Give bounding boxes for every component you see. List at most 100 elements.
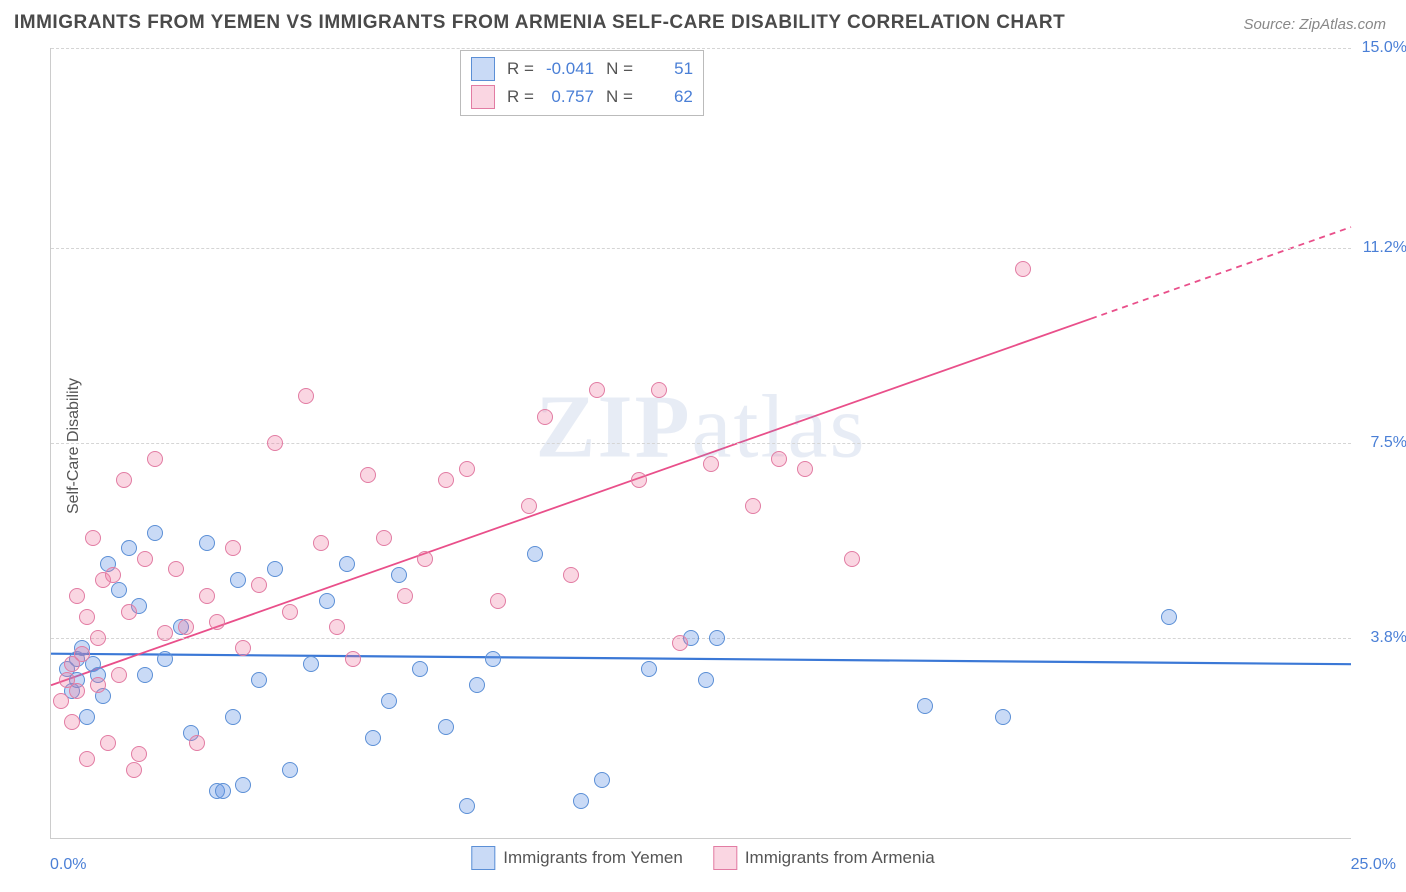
data-point [251, 577, 267, 593]
data-point [563, 567, 579, 583]
data-point [168, 561, 184, 577]
data-point [215, 783, 231, 799]
data-point [771, 451, 787, 467]
data-point [313, 535, 329, 551]
data-point [209, 614, 225, 630]
data-point [69, 683, 85, 699]
gridline [51, 443, 1351, 444]
series-swatch [471, 846, 495, 870]
series-swatch [471, 85, 495, 109]
series-name: Immigrants from Armenia [745, 848, 935, 868]
data-point [199, 588, 215, 604]
data-point [745, 498, 761, 514]
data-point [137, 551, 153, 567]
data-point [319, 593, 335, 609]
data-point [703, 456, 719, 472]
data-point [1015, 261, 1031, 277]
data-point [844, 551, 860, 567]
data-point [53, 693, 69, 709]
data-point [116, 472, 132, 488]
data-point [225, 709, 241, 725]
y-tick-label: 3.8% [1357, 629, 1406, 647]
data-point [189, 735, 205, 751]
data-point [251, 672, 267, 688]
y-tick-label: 7.5% [1357, 434, 1406, 452]
legend-item: Immigrants from Armenia [713, 846, 935, 870]
data-point [329, 619, 345, 635]
data-point [381, 693, 397, 709]
data-point [573, 793, 589, 809]
data-point [100, 735, 116, 751]
data-point [235, 640, 251, 656]
series-swatch [471, 57, 495, 81]
y-tick-label: 15.0% [1357, 39, 1406, 57]
data-point [631, 472, 647, 488]
data-point [651, 382, 667, 398]
data-point [157, 625, 173, 641]
data-point [698, 672, 714, 688]
data-point [199, 535, 215, 551]
data-point [995, 709, 1011, 725]
data-point [157, 651, 173, 667]
data-point [345, 651, 361, 667]
data-point [126, 762, 142, 778]
r-label: R = [507, 59, 534, 79]
n-value: 51 [645, 59, 693, 79]
data-point [365, 730, 381, 746]
data-point [121, 604, 137, 620]
data-point [267, 561, 283, 577]
x-axis-origin: 0.0% [50, 856, 86, 874]
data-point [147, 525, 163, 541]
data-point [147, 451, 163, 467]
n-label: N = [606, 59, 633, 79]
data-point [90, 677, 106, 693]
correlation-legend: R = -0.041 N = 51 R = 0.757 N = 62 [460, 50, 704, 116]
data-point [521, 498, 537, 514]
data-point [459, 461, 475, 477]
data-point [69, 588, 85, 604]
trend-line-extrapolated [1091, 227, 1351, 319]
data-point [298, 388, 314, 404]
data-point [459, 798, 475, 814]
data-point [490, 593, 506, 609]
data-point [797, 461, 813, 477]
data-point [79, 609, 95, 625]
data-point [376, 530, 392, 546]
data-point [641, 661, 657, 677]
data-point [74, 646, 90, 662]
n-label: N = [606, 87, 633, 107]
r-value: 0.757 [546, 87, 594, 107]
data-point [594, 772, 610, 788]
data-point [79, 709, 95, 725]
chart-title: IMMIGRANTS FROM YEMEN VS IMMIGRANTS FROM… [14, 12, 1065, 34]
data-point [537, 409, 553, 425]
gridline [51, 248, 1351, 249]
data-point [709, 630, 725, 646]
legend-item: Immigrants from Yemen [471, 846, 683, 870]
data-point [438, 719, 454, 735]
data-point [438, 472, 454, 488]
data-point [111, 582, 127, 598]
r-value: -0.041 [546, 59, 594, 79]
data-point [485, 651, 501, 667]
data-point [339, 556, 355, 572]
series-swatch [713, 846, 737, 870]
data-point [282, 604, 298, 620]
data-point [391, 567, 407, 583]
data-point [527, 546, 543, 562]
data-point [235, 777, 251, 793]
data-point [131, 746, 147, 762]
r-label: R = [507, 87, 534, 107]
data-point [417, 551, 433, 567]
n-value: 62 [645, 87, 693, 107]
data-point [917, 698, 933, 714]
data-point [360, 467, 376, 483]
data-point [282, 762, 298, 778]
data-point [230, 572, 246, 588]
data-point [303, 656, 319, 672]
data-point [469, 677, 485, 693]
data-point [137, 667, 153, 683]
plot-area: ZIPatlas 3.8%7.5%11.2%15.0% [50, 48, 1351, 839]
data-point [225, 540, 241, 556]
gridline [51, 638, 1351, 639]
